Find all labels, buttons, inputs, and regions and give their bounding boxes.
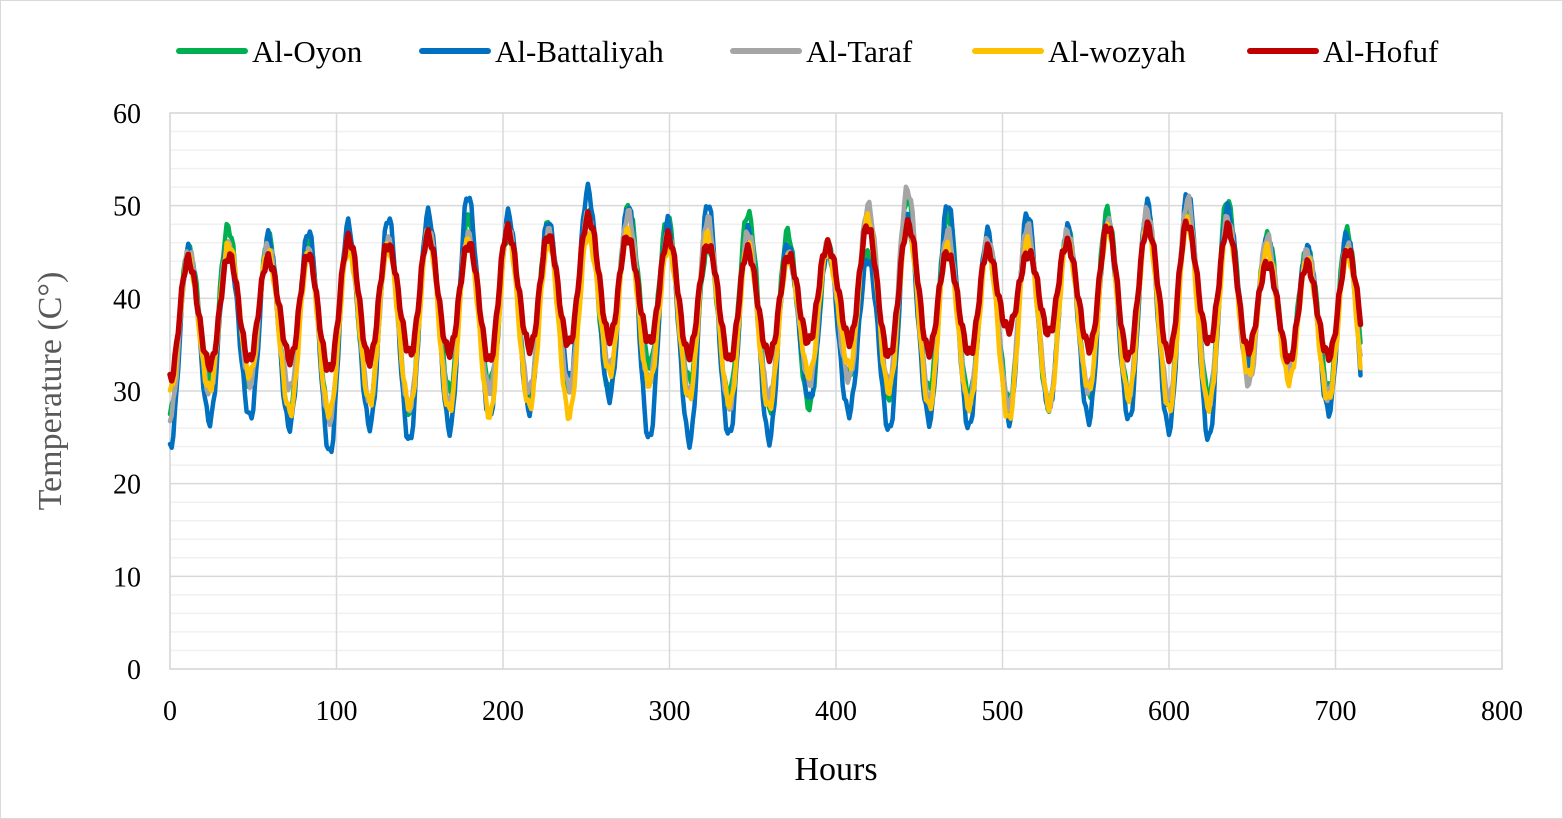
x-tick-label: 400 bbox=[815, 696, 857, 727]
x-axis-tick-labels: 0 100 200 300 400 500 600 700 800 bbox=[163, 696, 1523, 727]
x-tick-label: 100 bbox=[316, 696, 358, 727]
y-tick-label: 40 bbox=[113, 284, 141, 315]
legend-label: Al-Oyon bbox=[252, 34, 363, 69]
x-tick-label: 600 bbox=[1148, 696, 1190, 727]
x-tick-label: 300 bbox=[649, 696, 691, 727]
y-tick-label: 20 bbox=[113, 470, 141, 501]
series-layer bbox=[167, 181, 1364, 455]
legend-label: Al-wozyah bbox=[1048, 34, 1186, 69]
y-tick-label: 30 bbox=[113, 377, 141, 408]
x-tick-label: 700 bbox=[1315, 696, 1357, 727]
y-tick-label: 10 bbox=[113, 562, 141, 593]
y-tick-label: 0 bbox=[127, 655, 141, 686]
major-gridlines bbox=[169, 112, 1503, 670]
legend-label: Al-Battaliyah bbox=[495, 34, 664, 69]
legend-label: Al-Hofuf bbox=[1323, 34, 1439, 69]
y-tick-label: 50 bbox=[113, 192, 141, 223]
series-line-al-hofuf bbox=[167, 209, 1364, 384]
x-tick-label: 0 bbox=[163, 696, 177, 727]
x-axis-title: Hours bbox=[794, 751, 877, 788]
y-axis-tick-labels: 0 10 20 30 40 50 60 bbox=[113, 99, 141, 686]
legend-label: Al-Taraf bbox=[806, 34, 913, 69]
x-tick-label: 200 bbox=[482, 696, 524, 727]
y-axis-title: Temperature (C°) bbox=[32, 272, 69, 511]
x-tick-label: 500 bbox=[982, 696, 1024, 727]
x-tick-label: 800 bbox=[1481, 696, 1523, 727]
series-line-al-wozyah bbox=[167, 210, 1363, 422]
legend: Al-Oyon Al-Battaliyah Al-Taraf Al-wozyah Al-… bbox=[176, 34, 1439, 69]
y-tick-label: 60 bbox=[113, 99, 141, 130]
